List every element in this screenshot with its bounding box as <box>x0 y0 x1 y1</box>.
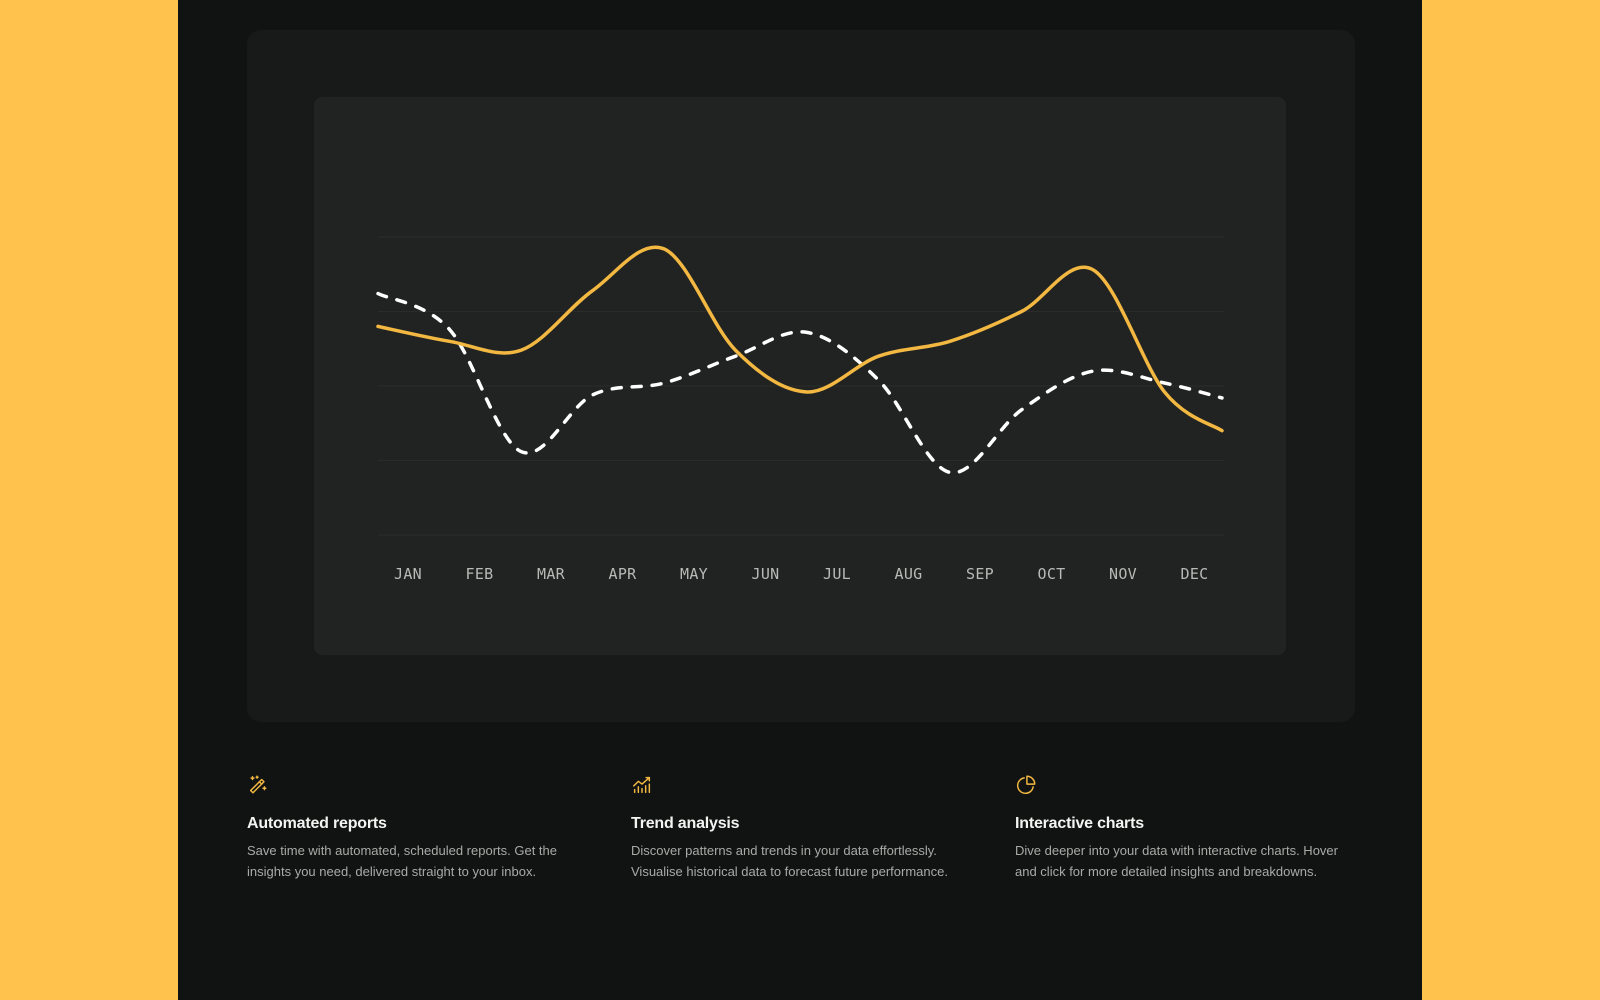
x-axis-label: OCT <box>1038 565 1066 583</box>
x-axis-label: NOV <box>1109 565 1137 583</box>
trend-chart-icon <box>633 776 651 794</box>
chart-panel: JAN FEB MAR APR MAY JUN JUL AUG SEP OCT NOV DEC <box>314 97 1286 655</box>
x-axis-label: FEB <box>466 565 494 583</box>
feature-title: Interactive charts <box>1015 815 1144 832</box>
feature-title: Trend analysis <box>631 815 740 832</box>
page-container: JAN FEB MAR APR MAY JUN JUL AUG SEP OCT NOV DEC Aut… <box>178 0 1422 1000</box>
feature-interactive-charts: Interactive charts Dive deeper into your… <box>1015 774 1355 882</box>
x-axis-label: JUL <box>823 565 851 583</box>
feature-description: Discover patterns and trends in your dat… <box>631 843 948 879</box>
feature-title: Automated reports <box>247 815 387 832</box>
line-chart[interactable]: JAN FEB MAR APR MAY JUN JUL AUG SEP OCT NOV DEC <box>314 97 1286 655</box>
chart-series-solid[interactable] <box>376 245 1224 433</box>
x-axis-label: MAR <box>537 565 566 583</box>
chart-series-dashed[interactable] <box>376 291 1224 475</box>
feature-automated-reports: Automated reports Save time with automat… <box>247 774 587 882</box>
x-axis-label: SEP <box>966 565 994 583</box>
feature-description: Save time with automated, scheduled repo… <box>247 843 558 879</box>
feature-description: Dive deeper into your data with interact… <box>1015 843 1338 879</box>
x-axis-label: APR <box>609 565 638 583</box>
x-axis-label: DEC <box>1181 565 1209 583</box>
x-axis-label: AUG <box>895 565 923 583</box>
x-axis-label: JAN <box>394 565 422 583</box>
chart-gridlines <box>378 236 1224 536</box>
x-axis-labels: JAN FEB MAR APR MAY JUN JUL AUG SEP OCT NOV DEC <box>394 565 1209 583</box>
x-axis-label: MAY <box>680 565 708 583</box>
features-section: Automated reports Save time with automat… <box>247 774 1367 934</box>
chart-card: JAN FEB MAR APR MAY JUN JUL AUG SEP OCT NOV DEC <box>247 30 1355 722</box>
x-axis-label: JUN <box>752 565 780 583</box>
pie-chart-icon <box>1016 775 1036 795</box>
feature-trend-analysis: Trend analysis Discover patterns and tre… <box>631 774 971 882</box>
magic-wand-icon <box>249 775 267 794</box>
